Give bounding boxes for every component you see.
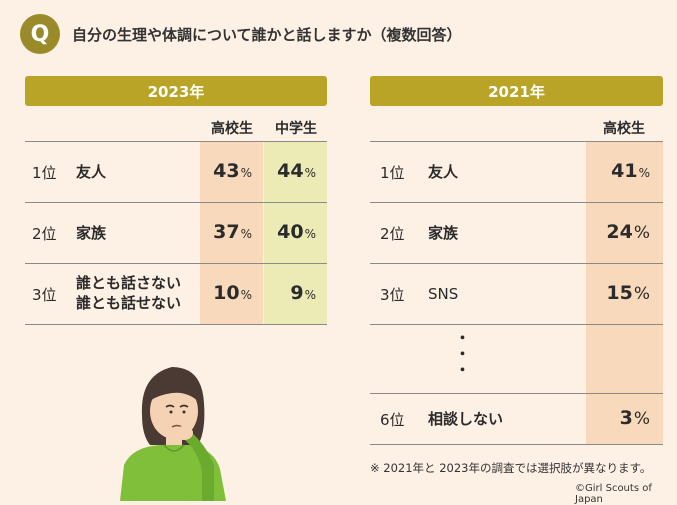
label-2023-2: 家族 [76,224,107,242]
label-2021-6: 相談しない [428,410,504,428]
label-2021-1: 友人 [428,163,459,181]
dot: ・ [455,345,471,363]
divider [370,393,663,394]
col-header-middle-2023: 中学生 [275,121,317,137]
value-2021-high-3: 15% [606,282,650,304]
divider [25,202,327,203]
value-2023-middle-1: 44% [277,160,316,182]
divider [370,141,663,142]
rank-2023-1: 1位 [32,164,57,182]
question-title: 自分の生理や体調について誰かと話しますか（複数回答） [72,26,462,44]
year-bar-2021: 2021年 [370,76,663,106]
ellipsis-dots: ・ ・ ・ [455,329,471,379]
label-2023-3: 誰とも話さない 誰とも話せない [76,273,181,313]
middle-col-bg-2023 [264,141,327,324]
rank-2021-6: 6位 [380,411,405,429]
value-2023-middle-3: 9% [290,282,316,304]
value-2023-middle-2: 40% [277,221,316,243]
divider [25,324,327,325]
divider [25,141,327,142]
label-2023-1: 友人 [76,163,107,181]
label-2023-3-line1: 誰とも話さない [76,274,182,292]
divider [370,444,663,445]
col-header-high-2021: 高校生 [603,121,645,137]
label-2023-3-line2: 誰とも話せない [76,294,182,312]
divider [370,263,663,264]
rank-2021-2: 2位 [380,225,405,243]
value-2021-high-2: 24% [606,221,650,243]
value-2021-high-1: 41% [611,160,650,182]
high-col-bg-2023 [200,141,263,324]
rank-2023-3: 3位 [32,286,57,304]
value-2023-high-3: 10% [213,282,252,304]
divider [25,263,327,264]
thinking-girl-illustration [120,367,226,501]
value-2023-high-1: 43% [213,160,252,182]
copyright-credit: ©Girl Scouts of Japan [575,483,652,505]
label-2021-2: 家族 [428,224,459,242]
dot: ・ [455,329,471,347]
value-2023-high-2: 37% [213,221,252,243]
label-2021-3: SNS [428,285,459,303]
col-header-high-2023: 高校生 [211,121,253,137]
rank-2021-3: 3位 [380,286,405,304]
divider [370,324,663,325]
year-bar-2023: 2023年 [25,76,327,106]
rank-2023-2: 2位 [32,225,57,243]
footnote: ※ 2021年と 2023年の調査では選択肢が異なります。 [370,461,652,475]
divider [370,202,663,203]
rank-2021-1: 1位 [380,164,405,182]
value-2021-high-6: 3% [619,407,650,429]
dot: ・ [455,361,471,379]
question-badge: Q [20,14,60,54]
